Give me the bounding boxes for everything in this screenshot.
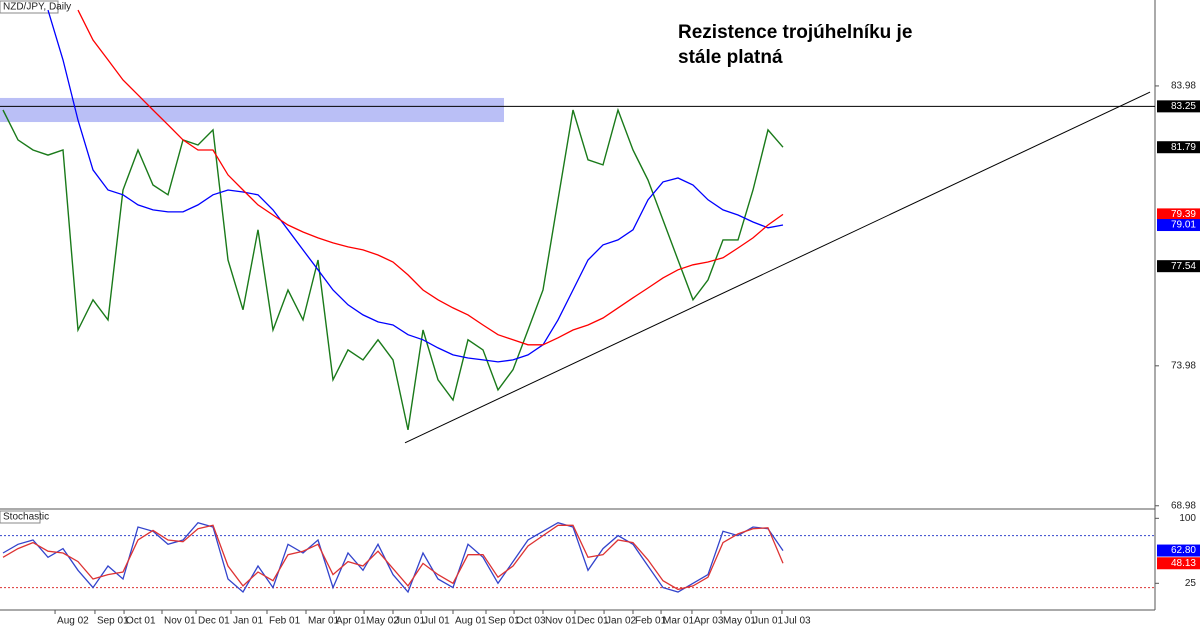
chart-title: NZD/JPY, Daily bbox=[3, 2, 71, 13]
x-tick-label: Dec 01 bbox=[198, 616, 230, 627]
annotation: stále platná bbox=[678, 47, 783, 68]
x-tick-label: Oct 01 bbox=[126, 616, 156, 627]
y-tick-label: 73.98 bbox=[1171, 360, 1196, 371]
price-label-box bbox=[1157, 208, 1200, 221]
x-tick-label: Feb 01 bbox=[635, 616, 667, 627]
y-tick-label: 83.98 bbox=[1171, 81, 1196, 92]
x-tick-label: May 02 bbox=[366, 616, 399, 627]
series-line bbox=[77, 9, 784, 346]
x-tick-label: Oct 03 bbox=[516, 616, 546, 627]
price-label: 77.54 bbox=[1171, 261, 1196, 272]
price-label-box bbox=[1157, 557, 1200, 570]
x-tick-label: Jun 01 bbox=[395, 616, 425, 627]
trend-line bbox=[404, 91, 1151, 444]
x-tick-label: May 01 bbox=[723, 616, 756, 627]
x-tick-label: Nov 01 bbox=[545, 616, 577, 627]
x-tick-label: Mar 01 bbox=[663, 616, 695, 627]
series-line bbox=[2, 521, 784, 594]
price-label: 79.01 bbox=[1171, 220, 1196, 231]
x-tick-label: Feb 01 bbox=[269, 616, 301, 627]
x-tick-label: Mar 01 bbox=[308, 616, 340, 627]
y-tick-label: 100 bbox=[1179, 513, 1196, 524]
price-label: 48.13 bbox=[1171, 558, 1196, 569]
price-label: 62.80 bbox=[1171, 545, 1196, 556]
annotation: Rezistence trojúhelníku je bbox=[678, 22, 912, 43]
x-tick-label: Apr 03 bbox=[694, 616, 724, 627]
y-tick-label: 25 bbox=[1185, 578, 1197, 589]
x-tick-label: Apr 01 bbox=[336, 616, 366, 627]
price-label: 83.25 bbox=[1171, 101, 1196, 112]
price-label-box bbox=[1157, 260, 1200, 273]
x-tick-label: Sep 01 bbox=[97, 616, 129, 627]
resistance-zone bbox=[0, 97, 504, 123]
price-label: 81.79 bbox=[1171, 142, 1196, 153]
x-tick-label: Jun 01 bbox=[753, 616, 783, 627]
x-tick-label: Sep 01 bbox=[488, 616, 520, 627]
x-tick-label: Dec 01 bbox=[577, 616, 609, 627]
stoch-title-box bbox=[0, 510, 41, 524]
x-tick-label: Nov 01 bbox=[164, 616, 196, 627]
price-label-box bbox=[1157, 100, 1200, 113]
price-label-box bbox=[1157, 219, 1200, 232]
price-label-box bbox=[1157, 141, 1200, 154]
title-box bbox=[0, 0, 59, 14]
stoch-title: Stochastic bbox=[3, 512, 49, 523]
y-tick-label: 68.98 bbox=[1171, 500, 1196, 511]
x-tick-label: Jan 02 bbox=[606, 616, 636, 627]
x-tick-label: Jul 01 bbox=[423, 616, 450, 627]
x-tick-label: Jul 03 bbox=[784, 616, 811, 627]
price-label-box bbox=[1157, 544, 1200, 557]
x-tick-label: Aug 01 bbox=[455, 616, 487, 627]
x-tick-label: Jan 01 bbox=[233, 616, 263, 627]
series-line bbox=[2, 524, 784, 591]
series-line bbox=[47, 9, 784, 363]
price-label: 79.39 bbox=[1171, 209, 1196, 220]
x-tick-label: Aug 02 bbox=[57, 616, 89, 627]
